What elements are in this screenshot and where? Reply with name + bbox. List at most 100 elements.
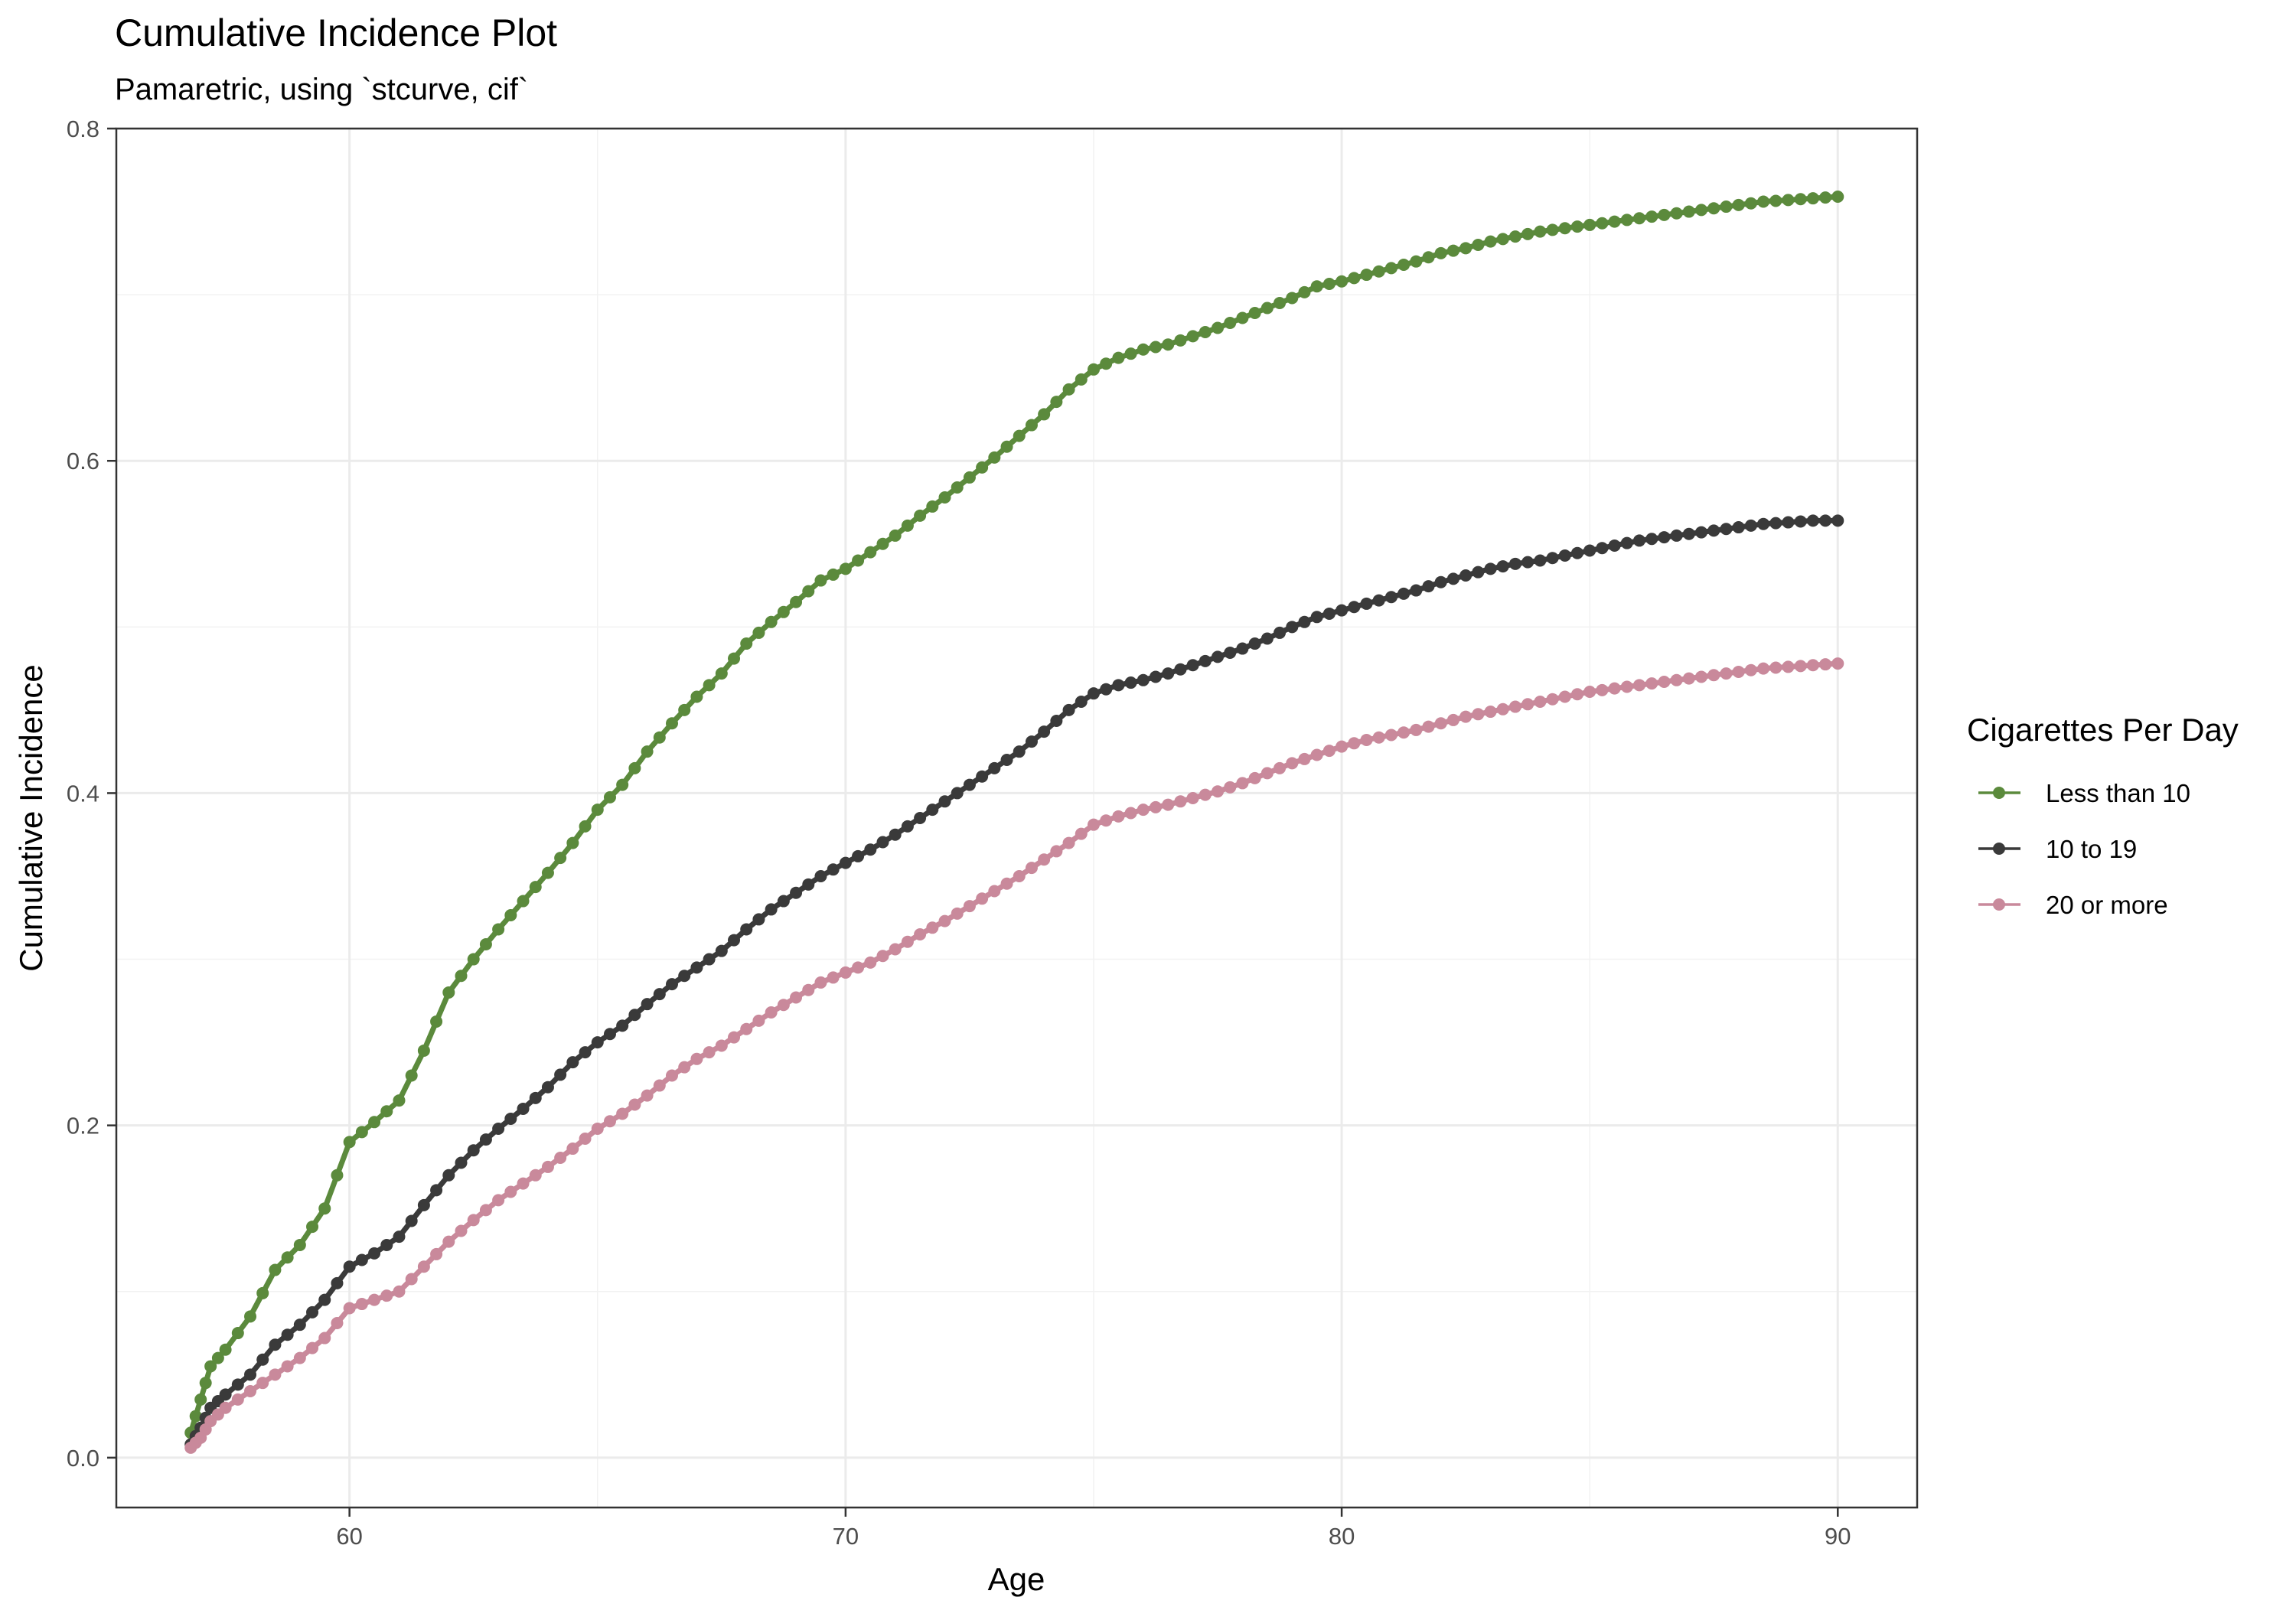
series-0-point-35-mid (1025, 419, 1038, 432)
series-2-point-20-mid (653, 1079, 666, 1092)
series-2-point-29-mid (876, 950, 889, 963)
series-1-point-19-mid (628, 1009, 641, 1022)
series-1-point-38-mid (1100, 683, 1113, 696)
series-0-point-32 (938, 491, 951, 504)
series-1-point-8 (343, 1260, 356, 1273)
series-2-point-42-mid (1199, 788, 1212, 801)
series-2-point-65 (1757, 662, 1770, 675)
series-2-point-44-mid (1248, 771, 1261, 784)
series-0-point-65 (1757, 195, 1770, 208)
series-0-point-8 (343, 1136, 356, 1149)
series-1-point-25-mid (777, 895, 790, 908)
series-2-point-59-mid (1620, 680, 1633, 693)
series-0-point-28-mid (852, 554, 865, 567)
series-1-point-38 (1087, 687, 1100, 700)
series-1-point-32-mid (951, 787, 964, 800)
series-2-point-46 (1286, 757, 1299, 770)
series-2-point-23 (715, 1039, 728, 1052)
series-2-point-15 (517, 1177, 530, 1190)
series-0-point-24 (740, 637, 753, 650)
series-1-point-30-mid (901, 820, 914, 833)
series-0-point-47 (1310, 280, 1323, 293)
series-1-point-54-mid (1496, 560, 1509, 573)
series-1-point-41 (1162, 667, 1175, 680)
series-1-point-23 (715, 944, 728, 957)
series-2-point-45 (1261, 767, 1274, 780)
series-2-point-32 (938, 914, 951, 927)
series-2-point-31 (914, 927, 927, 940)
legend-item-1: 10 to 19 (1978, 835, 2137, 863)
series-2-point-15-mid (529, 1169, 542, 1182)
series-1-point-60-mid (1645, 533, 1658, 546)
series-0-point-19-mid (628, 761, 641, 774)
series-0-point-5-mid (281, 1251, 294, 1264)
series-1-point-36-mid (1050, 714, 1063, 727)
series-0-point-27-mid (827, 568, 840, 581)
chart-title: Cumulative Incidence Plot (115, 11, 557, 54)
series-0-point-52-mid (1446, 244, 1459, 257)
series-0-point-67-mid (1819, 191, 1832, 204)
series-2-point-10 (393, 1285, 406, 1298)
series-0-point-57-mid (1570, 220, 1583, 233)
series-1-point-54 (1484, 562, 1497, 575)
series-1-point-24 (740, 923, 753, 936)
series-1-point-55-mid (1521, 556, 1534, 569)
series-1-point-61 (1658, 531, 1671, 544)
series-0-point-62 (1682, 205, 1695, 218)
series-1-point-21-mid (678, 970, 691, 983)
x-tick-label-0: 60 (336, 1523, 362, 1550)
plot-panel (115, 127, 1919, 1509)
series-1-point-49-mid (1372, 594, 1385, 607)
series-0-point-39-mid (1124, 347, 1137, 360)
series-2-point-45-mid (1274, 761, 1287, 774)
series-2-point-39-mid (1124, 807, 1137, 820)
y-axis: 0.0 0.2 0.4 0.6 0.8 (67, 116, 116, 1472)
series-0-point-6 (293, 1238, 306, 1251)
series-1-point-7-mid (331, 1276, 344, 1289)
series-0-point-37-mid (1075, 373, 1088, 386)
series-0-point-62-mid (1695, 204, 1708, 217)
series-2-point-62 (1682, 672, 1695, 685)
series-2-point-55-mid (1521, 698, 1534, 711)
series-2-point-58-mid (1596, 683, 1609, 696)
series-2-point-67-mid (1819, 658, 1832, 671)
series-0-point-0-mid (189, 1410, 202, 1423)
series-2-point-43 (1212, 785, 1225, 798)
legend-label-2: 20 or more (2046, 891, 2168, 919)
series-0-point-43 (1212, 321, 1225, 334)
series-0-point-10 (393, 1094, 406, 1107)
series-1-point-21 (665, 978, 678, 991)
series-1-point-33-mid (976, 770, 989, 783)
series-1-point-51-mid (1422, 580, 1435, 593)
series-0-point-55-mid (1521, 227, 1534, 240)
series-0 (184, 191, 1844, 1439)
series-0-point-42-mid (1199, 325, 1212, 338)
series-0-point-54-mid (1496, 233, 1509, 246)
series-1-point-40-mid (1149, 670, 1162, 683)
series-0-point-12 (442, 986, 455, 999)
series-2-point-34 (988, 885, 1001, 898)
series-0-point-46-mid (1298, 285, 1311, 298)
series-1-point-53-mid (1472, 566, 1485, 579)
series-2-point-41 (1162, 798, 1175, 811)
series-0-point-20-mid (653, 731, 666, 744)
series-2-point-46-mid (1298, 752, 1311, 765)
series-1-point-67 (1806, 514, 1819, 527)
series-1-point-4-mid (256, 1353, 269, 1366)
series-1-point-25 (765, 903, 778, 916)
series-1-point-44 (1236, 642, 1249, 655)
series-2-point-48 (1336, 740, 1349, 753)
series-0-point-52 (1434, 246, 1447, 259)
series-0-point-22 (690, 690, 703, 703)
series-2-point-29 (864, 956, 877, 969)
series-2-point-49-mid (1372, 731, 1385, 744)
series-0-point-46 (1286, 292, 1299, 305)
series-1-point-61-mid (1670, 529, 1683, 542)
y-axis-title: Cumulative Incidence (13, 664, 49, 972)
series-1-point-31 (914, 812, 927, 824)
series-1-point-35 (1013, 745, 1026, 758)
series-0-point-55 (1508, 230, 1521, 243)
series-1-point-63 (1707, 524, 1720, 537)
series-1-point-48-mid (1348, 601, 1361, 614)
series-0-point-10-mid (405, 1069, 418, 1082)
